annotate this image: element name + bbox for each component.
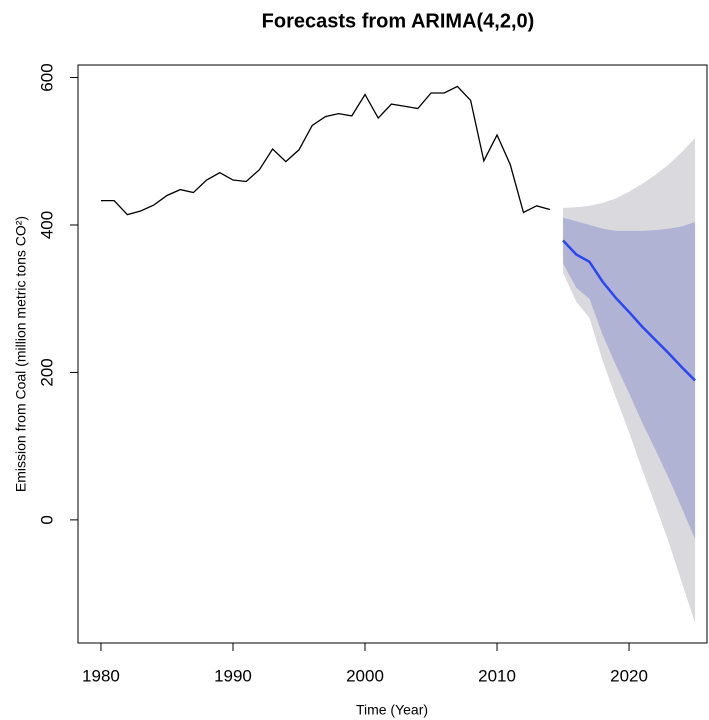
forecast-line <box>562 239 696 382</box>
x-tick-label: 1980 <box>82 666 120 685</box>
y-tick-label: 600 <box>37 63 56 91</box>
x-tick-label: 2010 <box>478 666 516 685</box>
x-tick-label: 1990 <box>214 666 252 685</box>
x-axis-title: Time (Year) <box>356 702 428 718</box>
interval-80 <box>563 217 696 540</box>
history-line <box>100 85 551 216</box>
y-tick-label: 0 <box>37 515 56 524</box>
x-tick-label: 2020 <box>610 666 648 685</box>
chart-title: Forecasts from ARIMA(4,2,0) <box>262 10 535 32</box>
x-tick-label: 2000 <box>346 666 384 685</box>
y-tick-label: 200 <box>37 358 56 386</box>
y-tick-label: 400 <box>37 211 56 239</box>
y-axis-title: Emission from Coal (million metric tons … <box>13 216 29 492</box>
